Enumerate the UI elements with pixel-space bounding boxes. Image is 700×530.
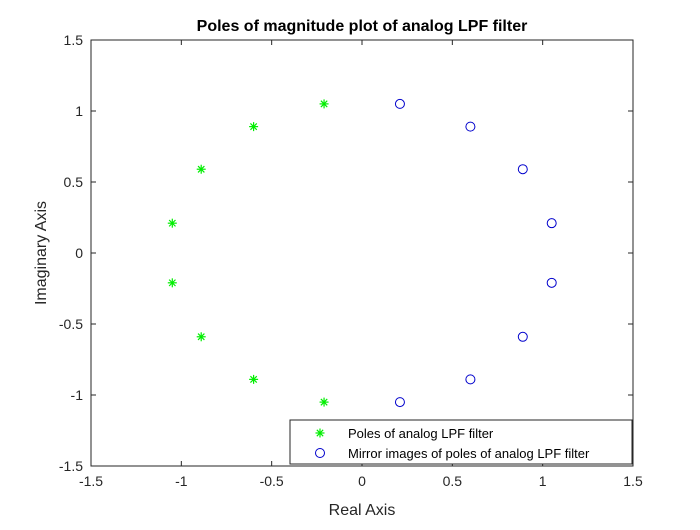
mirror-pole-point [546,277,557,288]
x-tick-label: 0.5 [443,473,463,489]
y-tick-label: 0 [75,245,83,261]
y-tick-label: -0.5 [59,316,83,332]
pole-point [249,122,259,132]
y-axis-label: Imaginary Axis [33,201,50,305]
mirror-pole-point [465,374,476,385]
y-tick-label: 1.5 [64,32,84,48]
x-tick-label: 1 [539,473,547,489]
chart-title: Poles of magnitude plot of analog LPF fi… [197,18,528,35]
pole-point [167,278,177,288]
mirror-pole-point [517,331,528,342]
x-tick-label: -1 [175,473,188,489]
pole-point [196,332,206,342]
pole-point [319,99,329,109]
mirror-pole-point [546,218,557,229]
x-tick-label: -0.5 [260,473,284,489]
pole-point [196,164,206,174]
y-tick-label: -1 [71,387,84,403]
legend-marker-asterisk [315,428,325,438]
legend-label: Mirror images of poles of analog LPF fil… [348,446,590,461]
legend: Poles of analog LPF filter Mirror images … [289,419,633,465]
mirror-pole-point [394,397,405,408]
y-tick-label: -1.5 [59,458,83,474]
legend-marker-circle [315,448,325,458]
x-tick-label: -1.5 [79,473,103,489]
mirror-pole-point [394,98,405,109]
y-tick-label: 0.5 [64,174,84,190]
pole-point [167,218,177,228]
mirror-pole-point [517,164,528,175]
x-axis-label: Real Axis [329,502,396,519]
ticks-layer: -1.5 -1 -0.5 0 0.5 1 1.5 1.5 1 0.5 0 -0.5 -1 -1.5 [59,32,643,489]
mirror-pole-point [465,121,476,132]
pole-point [249,374,259,384]
x-tick-label: 1.5 [623,473,643,489]
points-layer [167,98,557,408]
x-tick-label: 0 [358,473,366,489]
legend-box [289,419,633,465]
legend-label: Poles of analog LPF filter [348,426,494,441]
y-tick-label: 1 [75,103,83,119]
plot-area [90,39,634,467]
pole-point [319,397,329,407]
